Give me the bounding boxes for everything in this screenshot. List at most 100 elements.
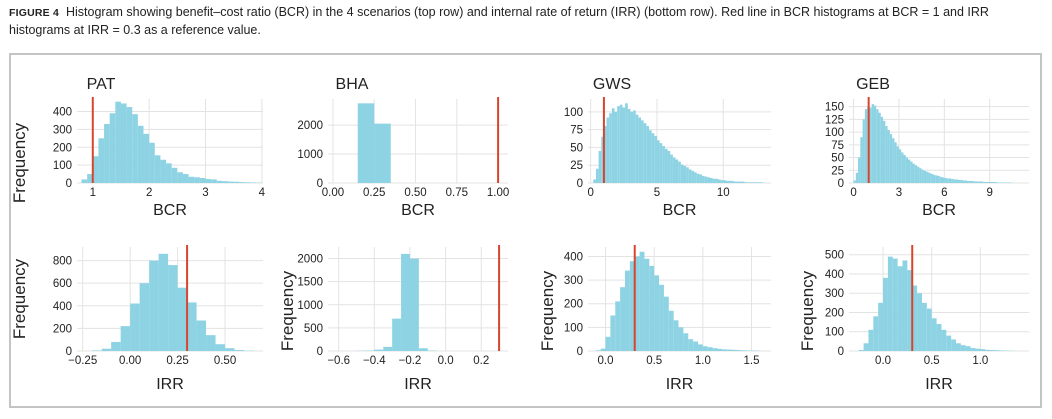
- chart-7-y-tick-label: 400: [564, 251, 583, 263]
- chart-3-bar: [749, 182, 753, 183]
- chart-4-bar: [853, 180, 856, 183]
- chart-7-bar: [722, 349, 728, 351]
- chart-8-bar: [970, 348, 976, 351]
- chart-7-bar: [605, 336, 611, 351]
- chart-4-bar: [894, 142, 897, 183]
- chart-3-bar: [688, 169, 692, 183]
- chart-6-x-tick-label: −0.2: [399, 355, 422, 367]
- chart-4-y-tick-label: 75: [831, 140, 844, 152]
- chart-4-bar: [903, 155, 906, 183]
- chart-8-bar: [902, 260, 908, 351]
- y-axis-label-row-2: Frequency: [11, 258, 29, 339]
- chart-1-bar: [233, 181, 240, 183]
- chart-4-bar: [973, 181, 977, 183]
- chart-5-bar: [130, 303, 140, 351]
- chart-3-y-tick-label: 100: [564, 107, 583, 119]
- chart-1-x-tick-label: 4: [259, 187, 266, 199]
- chart-4-bar: [946, 178, 949, 183]
- chart-4-bar: [1005, 182, 1008, 183]
- chart-3-bar: [739, 181, 742, 183]
- chart-3-x-tick-label: 5: [654, 187, 660, 199]
- chart-4-bar: [862, 119, 865, 183]
- chart-3-bar: [625, 103, 628, 183]
- chart-7-bar: [678, 327, 684, 351]
- chart-1-y-tick-label: 200: [53, 142, 72, 154]
- chart-4-bar: [962, 180, 965, 183]
- chart-3-bar: [686, 167, 689, 183]
- chart-3-bar: [662, 145, 665, 183]
- chart-8-bar: [883, 277, 888, 351]
- chart-8-bar: [868, 329, 874, 351]
- chart-3-bar: [741, 181, 745, 183]
- chart-8-bar: [980, 349, 986, 351]
- chart-2-y-tick-label: 1000: [297, 149, 323, 161]
- chart-7-bar: [639, 251, 645, 351]
- chart-4-bar: [957, 179, 961, 183]
- chart-3-x-tick-label: 0: [587, 187, 593, 199]
- chart-4-bar: [858, 157, 861, 183]
- chart-5-bar: [158, 253, 169, 351]
- chart-6-y-tick-label: 0: [317, 346, 323, 358]
- chart-4-bar: [976, 181, 979, 183]
- chart-2-y-tick-label: 2000: [297, 120, 323, 132]
- chart-3-bar: [622, 107, 626, 183]
- chart-3-bar: [643, 123, 647, 183]
- chart-7-bar: [683, 333, 689, 351]
- chart-3-x-axis-label: BCR: [663, 202, 697, 219]
- chart-3-bar: [717, 179, 721, 183]
- chart-4-y-tick-label: 125: [825, 114, 844, 126]
- chart-7-bar: [600, 348, 606, 351]
- chart-4-bar: [994, 181, 997, 183]
- chart-7-bar: [654, 275, 660, 351]
- chart-7-x-axis-label: IRR: [666, 376, 694, 393]
- chart-3-y-tick-label: 50: [570, 142, 583, 154]
- chart-3-bar: [651, 133, 655, 183]
- chart-7-bar: [649, 265, 655, 351]
- chart-3-bar: [638, 117, 642, 183]
- chart-6-x-tick-label: −0.4: [363, 355, 386, 367]
- chart-8-bar: [863, 343, 869, 351]
- chart-7-bar: [707, 347, 713, 351]
- chart-4-x-tick-label: 6: [941, 187, 947, 199]
- chart-4-y-tick-label: 150: [825, 102, 844, 114]
- chart-6-bar: [383, 346, 393, 351]
- chart-8-bar: [994, 350, 1000, 351]
- chart-5-bar: [168, 265, 178, 351]
- chart-8-x-axis-label: IRR: [925, 376, 953, 393]
- chart-1-bar: [109, 113, 116, 183]
- chart-5-y-tick-label: 600: [53, 278, 72, 290]
- chart-7-bar: [659, 284, 664, 351]
- chart-3-bar: [619, 104, 623, 183]
- chart-6-x-tick-label: −0.6: [327, 355, 350, 367]
- chart-7-bar: [624, 270, 630, 351]
- chart-1-bar: [194, 177, 200, 183]
- chart-4-y-tick-label: 0: [838, 178, 844, 190]
- chart-8-bar: [917, 293, 922, 351]
- chart-3-bar: [595, 168, 599, 183]
- chart-8-y-tick-label: 200: [825, 307, 844, 319]
- chart-4-bar: [985, 181, 988, 183]
- chart-4-bar: [869, 107, 872, 183]
- chart-5-bar: [111, 341, 121, 351]
- chart-3-bar: [728, 180, 732, 183]
- chart-5-bar: [177, 287, 188, 351]
- chart-4-bar: [871, 104, 874, 183]
- chart-3-bar: [757, 182, 761, 183]
- chart-3-y-tick-label: 25: [570, 160, 583, 172]
- y-axis-label-row-1: Frequency: [11, 122, 29, 203]
- chart-3-bar: [635, 114, 639, 183]
- chart-4-bar: [942, 177, 945, 183]
- chart-4-bar: [860, 137, 863, 183]
- chart-7-bar: [629, 261, 635, 351]
- chart-3-bar: [733, 181, 737, 183]
- chart-4-bar: [923, 170, 927, 183]
- chart-4-bar: [980, 181, 983, 183]
- chart-4-bar: [966, 180, 970, 183]
- chart-5-y-tick-label: 400: [53, 301, 72, 313]
- chart-1-bar: [104, 124, 110, 183]
- chart-3-bar: [675, 159, 679, 183]
- chart-3-bar: [641, 120, 644, 183]
- chart-1-bar: [205, 179, 212, 183]
- chart-7-bar: [615, 301, 621, 351]
- y-axis-label-bottom-3: Frequency: [538, 270, 557, 351]
